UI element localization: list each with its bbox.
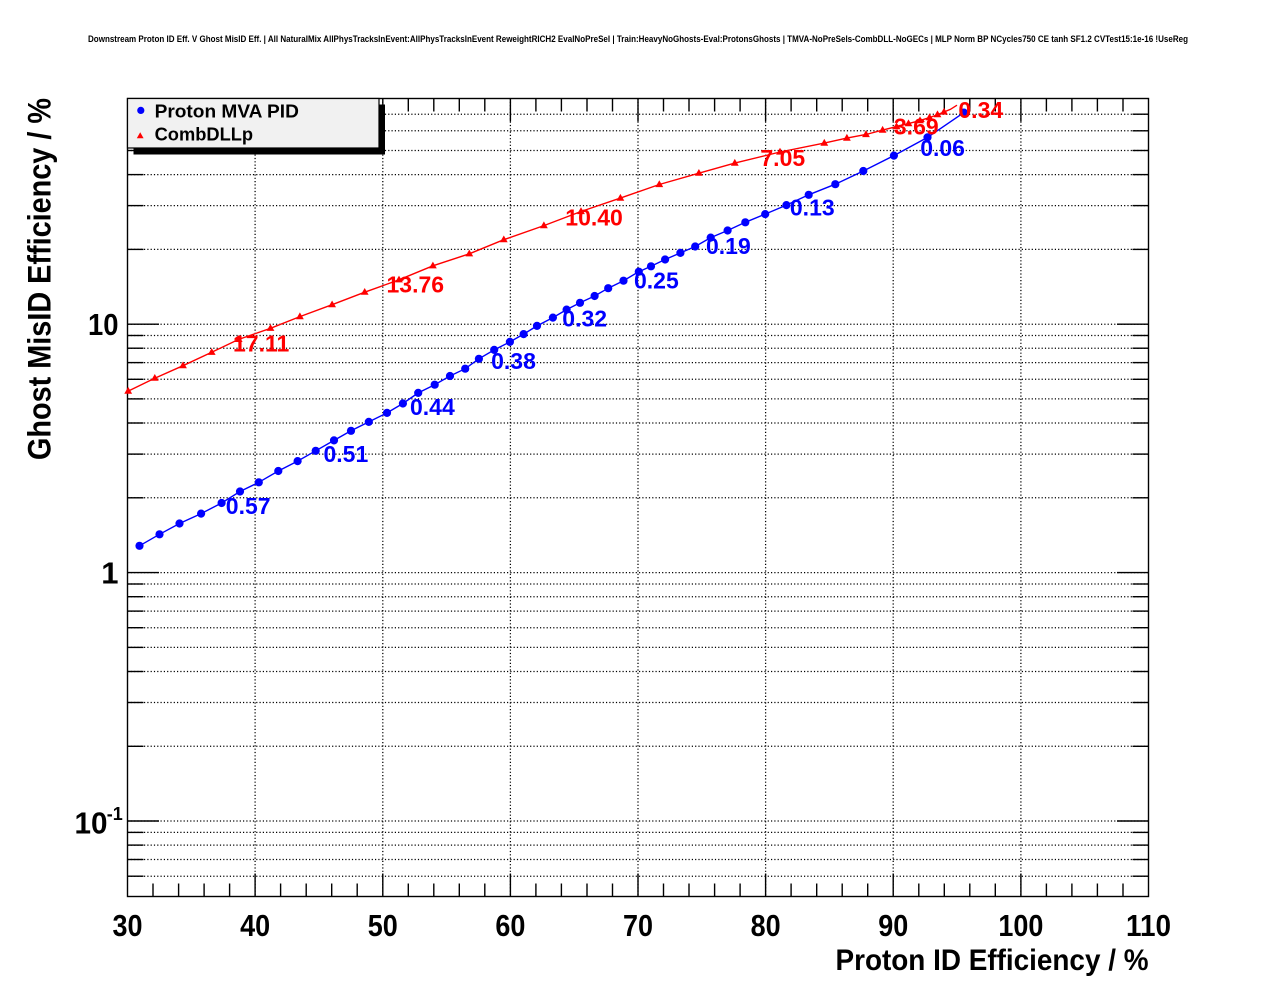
svg-text:13.76: 13.76 bbox=[387, 271, 445, 297]
svg-text:0.38: 0.38 bbox=[491, 348, 536, 374]
svg-text:3.69: 3.69 bbox=[894, 113, 939, 139]
svg-text:0.32: 0.32 bbox=[562, 306, 607, 332]
svg-text:0.19: 0.19 bbox=[706, 233, 751, 259]
svg-text:Proton ID Efficiency / %: Proton ID Efficiency / % bbox=[836, 944, 1149, 977]
svg-text:40: 40 bbox=[240, 908, 270, 943]
svg-text:10.40: 10.40 bbox=[565, 204, 623, 230]
svg-text:60: 60 bbox=[495, 908, 525, 943]
svg-text:Downstream Proton ID Eff. V Gh: Downstream Proton ID Eff. V Ghost MisID … bbox=[88, 34, 1188, 44]
svg-text:10: 10 bbox=[75, 806, 108, 841]
svg-text:7.05: 7.05 bbox=[760, 145, 805, 171]
svg-text:90: 90 bbox=[878, 908, 908, 943]
svg-text:Ghost MisID Efficiency / %: Ghost MisID Efficiency / % bbox=[22, 98, 58, 460]
svg-text:0.13: 0.13 bbox=[790, 194, 835, 220]
svg-text:50: 50 bbox=[368, 908, 398, 943]
svg-text:10: 10 bbox=[88, 307, 119, 342]
svg-text:0.44: 0.44 bbox=[410, 394, 455, 420]
svg-text:17.11: 17.11 bbox=[233, 330, 289, 356]
svg-text:0.51: 0.51 bbox=[324, 441, 369, 467]
svg-text:Proton MVA PID: Proton MVA PID bbox=[155, 100, 299, 121]
svg-text:80: 80 bbox=[751, 908, 781, 943]
svg-text:-1: -1 bbox=[107, 804, 123, 824]
svg-text:0.57: 0.57 bbox=[226, 493, 271, 519]
svg-text:110: 110 bbox=[1126, 908, 1171, 943]
svg-text:30: 30 bbox=[113, 908, 143, 943]
svg-text:0.34: 0.34 bbox=[958, 97, 1003, 123]
svg-text:0.06: 0.06 bbox=[920, 135, 965, 161]
svg-text:0.25: 0.25 bbox=[634, 267, 679, 293]
svg-text:70: 70 bbox=[623, 908, 653, 943]
svg-text:100: 100 bbox=[998, 908, 1043, 943]
svg-text:CombDLLp: CombDLLp bbox=[155, 123, 254, 144]
svg-text:1: 1 bbox=[101, 555, 118, 590]
